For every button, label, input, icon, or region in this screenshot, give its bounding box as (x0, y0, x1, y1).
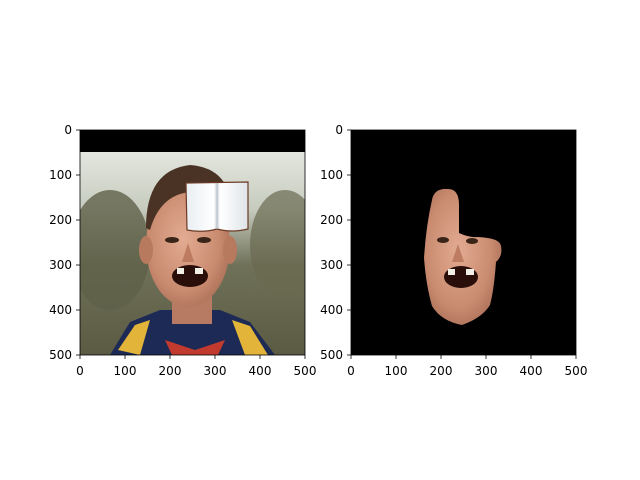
right-axes-frame (350, 129, 577, 356)
segmented-eye (466, 238, 478, 244)
crowd-blur (250, 190, 305, 300)
left-image-panel (80, 130, 305, 355)
crowd-blur (80, 190, 150, 310)
left-x-tick-label: 100 (114, 364, 137, 378)
player-teeth (195, 268, 203, 274)
segmented-teeth (448, 269, 455, 275)
right-x-tick-label: 100 (385, 364, 408, 378)
right-y-tick-label: 0 (335, 123, 343, 137)
left-axes-frame (79, 129, 306, 356)
right-x-tick-label: 400 (520, 364, 543, 378)
book-occluder (185, 181, 249, 232)
right-y-tick-label: 100 (320, 168, 343, 182)
segmented-eye (437, 237, 449, 243)
left-top-black-band (80, 130, 305, 152)
right-x-tick-label: 500 (565, 364, 588, 378)
segmented-face (424, 188, 502, 325)
right-y-tick-label: 400 (320, 303, 343, 317)
player-eye (197, 237, 211, 243)
player-ear (223, 236, 237, 264)
player-teeth (177, 268, 184, 274)
player-eye (165, 237, 179, 243)
left-y-tick-label: 200 (49, 213, 72, 227)
left-x-tick-label: 200 (159, 364, 182, 378)
left-y-tick-label: 100 (49, 168, 72, 182)
right-image-panel (351, 130, 576, 355)
player-ear (139, 236, 153, 264)
left-y-tick-label: 300 (49, 258, 72, 272)
left-x-ticks (79, 355, 306, 359)
shirt-red-collar (165, 340, 225, 355)
left-y-ticks (76, 129, 80, 356)
right-y-tick-label: 200 (320, 213, 343, 227)
segmented-nose (452, 244, 464, 262)
left-y-tick-label: 400 (49, 303, 72, 317)
left-x-tick-label: 400 (249, 364, 272, 378)
left-y-tick-label: 500 (49, 348, 72, 362)
right-y-tick-label: 500 (320, 348, 343, 362)
right-x-tick-label: 0 (347, 364, 355, 378)
left-x-tick-label: 500 (294, 364, 317, 378)
segmented-teeth (466, 269, 474, 275)
left-y-tick-label: 0 (64, 123, 72, 137)
player-nose (182, 243, 194, 262)
right-x-ticks (350, 355, 577, 359)
player-hair (146, 165, 232, 230)
left-x-tick-label: 300 (204, 364, 227, 378)
right-y-tick-label: 300 (320, 258, 343, 272)
right-x-tick-label: 200 (430, 364, 453, 378)
left-x-tick-label: 0 (76, 364, 84, 378)
shirt-yellow-stripe (232, 320, 268, 355)
right-y-ticks (347, 129, 351, 356)
shirt-yellow-stripe (118, 320, 150, 355)
right-x-tick-label: 300 (475, 364, 498, 378)
